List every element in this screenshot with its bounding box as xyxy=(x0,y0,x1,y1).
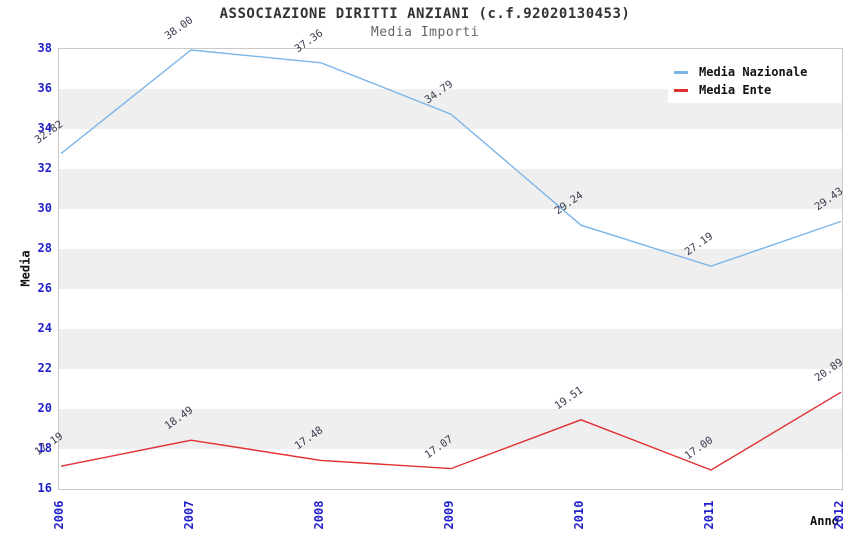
y-tick-label: 28 xyxy=(37,241,52,255)
x-tick-label: 2010 xyxy=(572,500,586,530)
y-tick-label: 34 xyxy=(37,121,52,135)
y-tick-label: 32 xyxy=(37,161,52,175)
x-tick-label: 2007 xyxy=(182,500,196,530)
y-tick-label: 18 xyxy=(37,441,52,455)
grid-band xyxy=(59,409,842,449)
chart-title: ASSOCIAZIONE DIRITTI ANZIANI (c.f.920201… xyxy=(219,6,631,22)
x-tick-label: 2011 xyxy=(702,500,716,530)
series-line-0 xyxy=(60,49,842,267)
y-tick-label: 30 xyxy=(37,201,52,215)
legend-item-media-ente: Media Ente xyxy=(674,82,842,98)
x-axis-title: Anno xyxy=(810,514,839,528)
series-line-1 xyxy=(60,391,842,471)
x-tick-label: 2009 xyxy=(442,500,456,530)
y-tick-label: 26 xyxy=(37,281,52,295)
legend-line-swatch-nazionale xyxy=(674,70,688,74)
chart-subtitle: Media Importi xyxy=(370,25,480,40)
x-tick-label: 2012 xyxy=(832,500,846,530)
legend-line-swatch-ente xyxy=(674,88,688,92)
legend: Media Nazionale Media Ente xyxy=(668,57,842,103)
grid-band xyxy=(59,249,842,289)
legend-item-media-nazionale: Media Nazionale xyxy=(674,64,842,80)
y-tick-label: 16 xyxy=(37,481,52,495)
x-tick-label: 2006 xyxy=(52,500,66,530)
y-tick-label: 38 xyxy=(37,41,52,55)
legend-label: Media Nazionale xyxy=(699,65,808,79)
grid-band xyxy=(59,329,842,369)
y-tick-label: 20 xyxy=(37,401,52,415)
series-lines xyxy=(60,49,842,471)
legend-label: Media Ente xyxy=(699,83,772,97)
plot-area xyxy=(58,48,843,490)
grid-band xyxy=(59,169,842,209)
y-tick-label: 36 xyxy=(37,81,52,95)
y-tick-label: 24 xyxy=(37,321,52,335)
y-tick-label: 22 xyxy=(37,361,52,375)
x-tick-label: 2008 xyxy=(312,500,326,530)
